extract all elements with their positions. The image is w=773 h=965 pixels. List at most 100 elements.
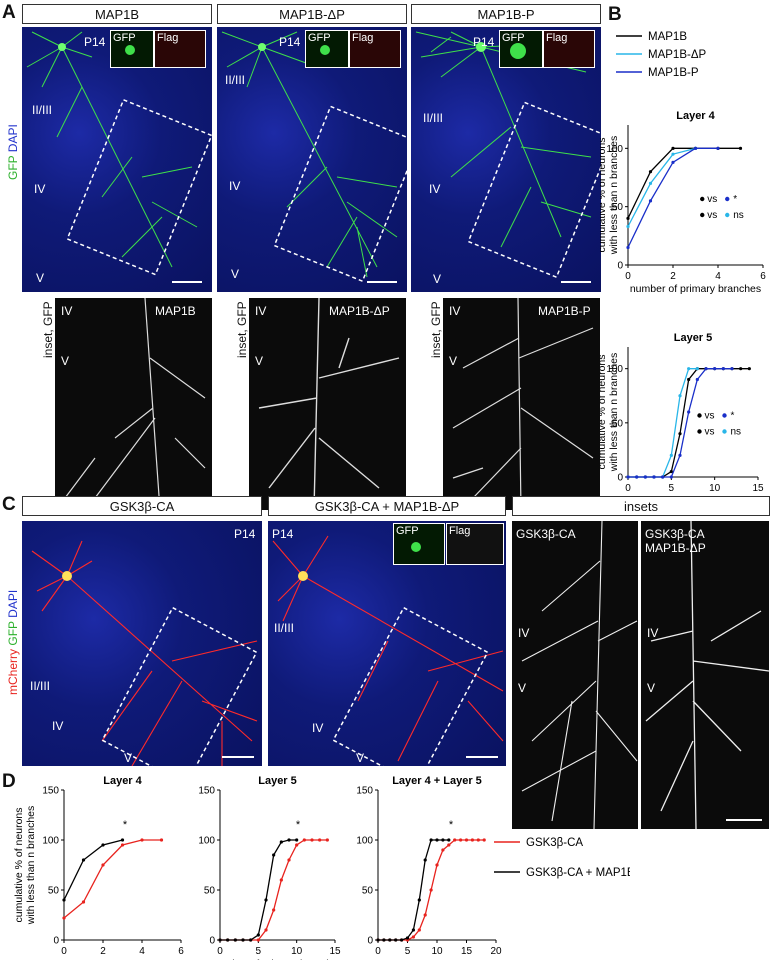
layer-label-l5: V bbox=[124, 751, 133, 765]
data-point bbox=[256, 938, 260, 942]
data-point bbox=[687, 410, 691, 414]
stat-vs: vs bbox=[707, 210, 717, 221]
layer-label-l5: V bbox=[255, 354, 264, 368]
stat-dot bbox=[725, 196, 730, 202]
data-point bbox=[459, 838, 463, 842]
panel-letter-b: B bbox=[608, 4, 622, 25]
micrograph-gsk3b-ca-map1b-dp: P14 II/III IV V GFP Flag bbox=[268, 521, 506, 766]
data-point bbox=[476, 838, 480, 842]
data-point bbox=[81, 900, 86, 904]
stat-significance: ns bbox=[731, 427, 742, 438]
data-point bbox=[287, 858, 291, 862]
dapi-label: DAPI bbox=[6, 589, 20, 618]
data-point bbox=[423, 858, 427, 862]
data-point bbox=[287, 838, 291, 842]
data-point bbox=[81, 858, 86, 862]
inset-gfp: GFP bbox=[110, 30, 154, 68]
data-point bbox=[62, 898, 66, 902]
data-point bbox=[429, 838, 433, 842]
data-point bbox=[226, 938, 230, 942]
layer-label-l23: II/III bbox=[423, 111, 444, 125]
inset-flag: Flag bbox=[446, 523, 504, 565]
stat-vs: vs bbox=[705, 427, 715, 438]
x-tick-label: 6 bbox=[760, 271, 766, 282]
y-tick-label: 50 bbox=[362, 886, 374, 897]
inset-title: MAP1B-ΔP bbox=[329, 304, 390, 318]
legend-label: GSK3β-CA bbox=[526, 837, 583, 849]
micrograph-gsk3b-ca: P14 II/III IV V bbox=[22, 521, 262, 766]
header-gsk3b-ca-map1b-dp: GSK3β-CA + MAP1B-ΔP bbox=[268, 496, 506, 516]
x-tick-label: 5 bbox=[669, 483, 675, 494]
y-axis-label-line1: cumulative % of neurons bbox=[600, 355, 608, 470]
data-point bbox=[411, 928, 415, 932]
y-axis-label-line1: cumulative % of neurons bbox=[13, 808, 25, 923]
series-line bbox=[63, 839, 162, 919]
layer-label-l4: IV bbox=[429, 182, 441, 196]
series-line bbox=[378, 839, 449, 941]
header-map1b-dp: MAP1B-ΔP bbox=[217, 4, 407, 24]
data-point bbox=[671, 152, 675, 156]
data-point bbox=[704, 367, 708, 371]
inset-title-line2: MAP1B-ΔP bbox=[645, 541, 706, 555]
data-point bbox=[648, 199, 653, 203]
inset-side-label: inset, GFP bbox=[41, 301, 55, 358]
data-point bbox=[256, 933, 260, 937]
data-point bbox=[400, 938, 404, 942]
significance-marker: * bbox=[449, 819, 454, 831]
age-label: P14 bbox=[234, 527, 256, 541]
y-axis-label-line2: with less than n branches bbox=[25, 806, 37, 925]
chart-d-layer45: Layer 4 + Layer 5 0 50 100 150 0 5 10 15 20 * bbox=[348, 775, 508, 960]
data-point bbox=[671, 160, 675, 164]
data-point bbox=[218, 938, 222, 942]
y-tick-label: 0 bbox=[617, 261, 623, 272]
y-axis-label-line1: cumulative % of neurons bbox=[600, 138, 608, 253]
x-tick-label: 2 bbox=[670, 271, 676, 282]
data-point bbox=[435, 863, 439, 867]
x-tick-label: 15 bbox=[329, 946, 341, 957]
layer-label-l4: IV bbox=[647, 626, 659, 640]
series-line bbox=[628, 368, 750, 478]
layer-label-l4: IV bbox=[312, 721, 324, 735]
data-point bbox=[279, 878, 283, 882]
data-point bbox=[747, 367, 751, 371]
y-tick-label: 0 bbox=[367, 936, 373, 947]
panel-letter-c: C bbox=[2, 494, 16, 515]
legend-d: GSK3β-CA GSK3β-CA + MAP1B-ΔP bbox=[494, 837, 630, 879]
inset-gsk3b-ca-map1b-dp: GSK3β-CA MAP1B-ΔP IV V bbox=[641, 521, 769, 829]
data-point bbox=[721, 367, 725, 371]
y-tick-label: 0 bbox=[617, 473, 623, 484]
chart-title: Layer 5 bbox=[674, 332, 713, 344]
data-point bbox=[648, 181, 653, 185]
micrograph-map1b: P14 II/III IV V GFP Flag bbox=[22, 27, 212, 292]
data-point bbox=[376, 938, 380, 942]
data-point bbox=[272, 853, 276, 857]
series-line bbox=[627, 147, 741, 219]
chart-title: Layer 5 bbox=[258, 776, 297, 787]
scale-bar bbox=[726, 819, 762, 821]
header-map1b: MAP1B bbox=[22, 4, 212, 24]
x-tick-label: 4 bbox=[139, 946, 145, 957]
data-point bbox=[730, 367, 734, 371]
x-tick-label: 10 bbox=[291, 946, 303, 957]
layer-label-l23: II/III bbox=[225, 73, 246, 87]
series-line bbox=[628, 368, 732, 478]
data-point bbox=[661, 475, 665, 479]
inset-gfp: GFP bbox=[393, 523, 445, 565]
data-point bbox=[687, 367, 691, 371]
data-point bbox=[695, 367, 699, 371]
data-point bbox=[101, 863, 105, 867]
data-point bbox=[626, 224, 630, 229]
scale-bar bbox=[172, 281, 202, 283]
inset-flag: Flag bbox=[349, 30, 401, 68]
x-tick-label: 0 bbox=[625, 483, 631, 494]
legend-label: GSK3β-CA + MAP1B-ΔP bbox=[526, 867, 630, 879]
data-point bbox=[643, 475, 647, 479]
chart-d-layer5: Layer 5050100150051015number of primary … bbox=[190, 775, 350, 965]
age-label: P14 bbox=[272, 527, 294, 541]
data-point bbox=[635, 475, 639, 479]
x-tick-label: 4 bbox=[715, 271, 721, 282]
data-point bbox=[417, 928, 421, 932]
layer-label-l4: IV bbox=[52, 719, 64, 733]
data-point bbox=[687, 377, 691, 382]
series-line bbox=[63, 839, 123, 901]
